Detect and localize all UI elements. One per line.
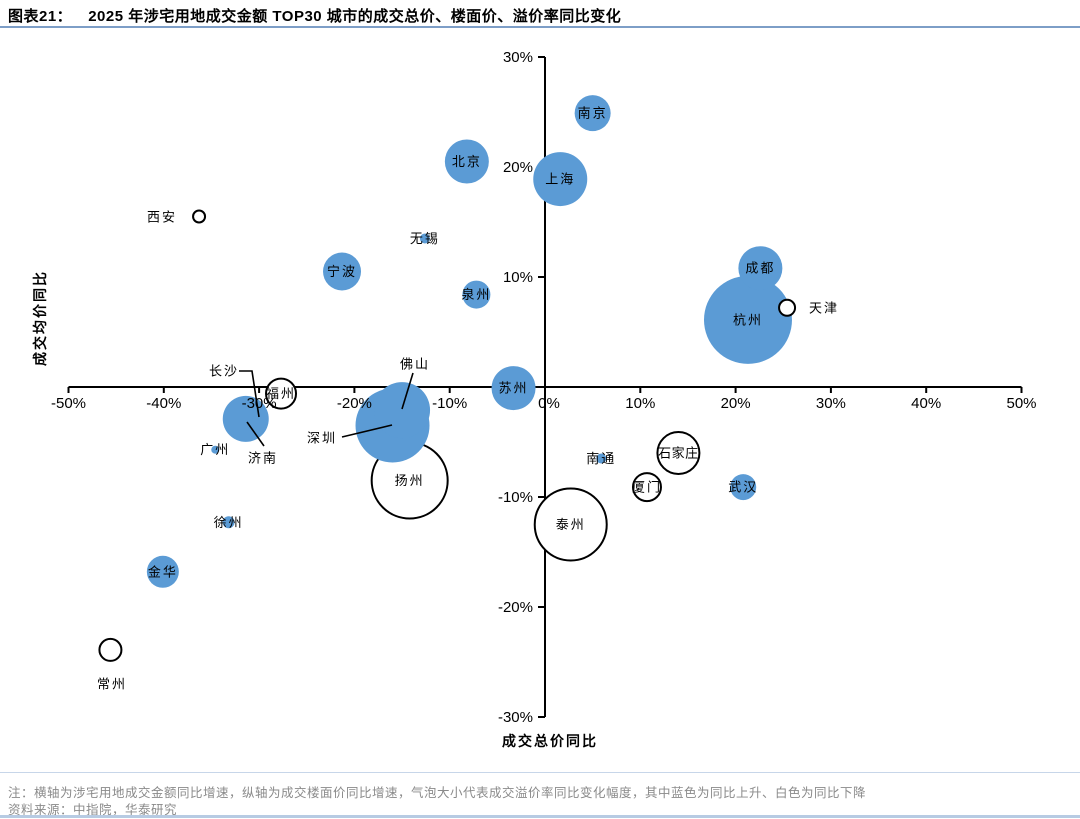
city-bubble	[211, 445, 220, 454]
figure-title: 图表21： 2025 年涉宅用地成交金额 TOP30 城市的成交总价、楼面价、溢…	[8, 5, 621, 26]
callout-line	[239, 370, 260, 418]
x-tick-label: -30%	[242, 395, 277, 412]
city-label: 徐州	[214, 516, 244, 531]
city-bubble	[444, 139, 489, 184]
city-label: 武汉	[728, 481, 758, 496]
x-tick-label: -40%	[146, 395, 181, 412]
city-label: 广州	[200, 443, 230, 458]
city-bubble	[419, 233, 430, 244]
city-bubble	[631, 472, 662, 503]
city-label: 泉州	[461, 287, 491, 303]
city-label: 佛山	[400, 358, 430, 373]
city-bubble	[703, 275, 792, 364]
x-tick-label: 40%	[911, 395, 941, 412]
y-axis-title: 成交均价同比	[32, 270, 49, 366]
city-bubble	[491, 366, 536, 411]
city-label: 天津	[809, 302, 839, 317]
city-label: 南京	[578, 106, 608, 122]
city-bubble	[462, 280, 491, 309]
city-label: 泰州	[556, 518, 586, 533]
y-tick-label: -30%	[498, 709, 533, 726]
city-label: 宁波	[327, 264, 357, 280]
city-bubble	[533, 487, 608, 562]
city-label: 石家庄	[658, 446, 699, 462]
city-label: 济南	[248, 451, 278, 467]
footnote-divider	[0, 772, 1080, 773]
city-label: 苏州	[499, 381, 529, 397]
y-tick-label: 30%	[503, 49, 533, 66]
city-label: 杭州	[733, 313, 763, 328]
x-tick-label: 30%	[816, 395, 846, 412]
city-bubble	[192, 209, 207, 224]
city-bubble	[252, 414, 267, 429]
city-label: 西安	[147, 211, 177, 226]
y-tick-label: -10%	[498, 489, 533, 506]
city-label: 北京	[452, 155, 482, 170]
footnote-note: 注：横轴为涉宅用地成交金额同比增速，纵轴为成交楼面价同比增速，气泡大小代表成交溢…	[8, 785, 867, 800]
city-label: 厦门	[632, 481, 662, 496]
city-bubble	[533, 152, 588, 207]
city-label: 南通	[586, 451, 616, 467]
city-label: 扬州	[395, 474, 425, 489]
city-label: 深圳	[307, 432, 337, 447]
city-bubble	[730, 474, 757, 501]
y-tick-label: 10%	[503, 269, 533, 286]
callout-line	[246, 421, 265, 447]
city-label: 长沙	[209, 365, 239, 380]
footnote-source: 资料来源：中指院，华泰研究	[8, 802, 178, 817]
x-axis-title: 成交总价同比	[502, 733, 598, 750]
city-bubble	[222, 516, 235, 529]
city-label: 福州	[266, 387, 296, 402]
city-bubble	[656, 431, 701, 475]
x-tick-label: 10%	[625, 395, 655, 412]
city-bubble	[146, 555, 179, 588]
callout-line	[401, 372, 414, 410]
x-tick-label: -10%	[432, 395, 467, 412]
city-bubble	[98, 637, 123, 662]
x-tick-label: 20%	[721, 395, 751, 412]
figure-title-text: 2025 年涉宅用地成交金额 TOP30 城市的成交总价、楼面价、溢价率同比变化	[88, 8, 622, 25]
x-tick-label: 50%	[1006, 395, 1036, 412]
city-bubble	[265, 377, 298, 410]
x-tick-label: -20%	[337, 395, 372, 412]
title-rule	[0, 26, 1080, 28]
city-label: 金华	[148, 564, 178, 580]
city-label: 成都	[745, 262, 775, 277]
callout-line	[341, 424, 393, 438]
y-tick-label: 20%	[503, 159, 533, 176]
figure-title-prefix: 图表21：	[8, 8, 73, 25]
city-bubble	[738, 246, 783, 291]
city-bubble	[596, 453, 607, 464]
city-label: 上海	[545, 173, 575, 188]
city-bubble	[778, 298, 797, 317]
city-bubble	[323, 252, 362, 291]
x-tick-label: 0%	[538, 395, 560, 412]
city-bubble	[374, 382, 431, 439]
city-label: 常州	[97, 678, 127, 693]
x-tick-label: -50%	[51, 395, 86, 412]
city-bubble	[574, 95, 611, 132]
city-label: 无锡	[410, 232, 440, 247]
y-tick-label: -20%	[498, 599, 533, 616]
bottom-rule	[0, 815, 1080, 818]
